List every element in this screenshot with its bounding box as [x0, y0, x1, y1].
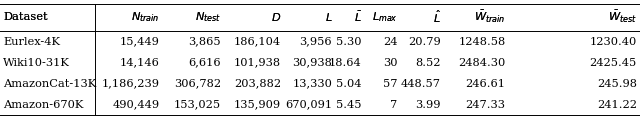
- Text: $L$: $L$: [324, 11, 332, 23]
- Text: 245.98: 245.98: [596, 79, 637, 89]
- Text: 1,186,239: 1,186,239: [102, 79, 160, 89]
- Text: AmazonCat-13K: AmazonCat-13K: [3, 79, 97, 89]
- Text: $\hat{L}$: $\hat{L}$: [433, 9, 441, 26]
- Text: Wiki10-31K: Wiki10-31K: [3, 58, 70, 68]
- Text: Dataset: Dataset: [3, 12, 48, 22]
- Text: Eurlex-4K: Eurlex-4K: [3, 37, 60, 47]
- Text: $L_{max}$: $L_{max}$: [372, 10, 397, 24]
- Text: 1230.40: 1230.40: [589, 37, 637, 47]
- Text: 1248.58: 1248.58: [458, 37, 506, 47]
- Text: 30,938: 30,938: [292, 58, 332, 68]
- Text: 6,616: 6,616: [188, 58, 221, 68]
- Text: 2425.45: 2425.45: [589, 58, 637, 68]
- Text: 18.64: 18.64: [329, 58, 362, 68]
- Text: $D$: $D$: [271, 11, 281, 23]
- Text: 135,909: 135,909: [234, 100, 281, 110]
- Text: $N_{test}$: $N_{test}$: [195, 10, 221, 24]
- Text: 448.57: 448.57: [401, 79, 441, 89]
- Text: 246.61: 246.61: [466, 79, 506, 89]
- Text: 15,449: 15,449: [120, 37, 160, 47]
- Text: $N_{train}$: $N_{train}$: [131, 10, 160, 24]
- Text: 306,782: 306,782: [173, 79, 221, 89]
- Text: 20.79: 20.79: [408, 37, 441, 47]
- Text: 670,091: 670,091: [285, 100, 332, 110]
- Text: 30: 30: [383, 58, 397, 68]
- Text: 3,865: 3,865: [188, 37, 221, 47]
- Text: $\bar{W}_{test}$: $\bar{W}_{test}$: [608, 9, 637, 25]
- Text: 247.33: 247.33: [466, 100, 506, 110]
- Text: 186,104: 186,104: [234, 37, 281, 47]
- Text: 241.22: 241.22: [596, 100, 637, 110]
- Text: 14,146: 14,146: [120, 58, 160, 68]
- Text: 2484.30: 2484.30: [458, 58, 506, 68]
- Text: 5.04: 5.04: [336, 79, 362, 89]
- Text: $N_{test}$: $N_{test}$: [195, 10, 221, 24]
- Text: 5.30: 5.30: [336, 37, 362, 47]
- Text: 490,449: 490,449: [113, 100, 160, 110]
- Text: $N_{train}$: $N_{train}$: [131, 10, 160, 24]
- Text: $\hat{L}$: $\hat{L}$: [433, 9, 441, 26]
- Text: 13,330: 13,330: [292, 79, 332, 89]
- Text: Dataset: Dataset: [3, 12, 48, 22]
- Text: 7: 7: [390, 100, 397, 110]
- Text: $\bar{W}_{train}$: $\bar{W}_{train}$: [474, 9, 506, 25]
- Text: $L_{max}$: $L_{max}$: [372, 10, 397, 24]
- Text: 153,025: 153,025: [173, 100, 221, 110]
- Text: $\bar{W}_{test}$: $\bar{W}_{test}$: [608, 9, 637, 25]
- Text: 5.45: 5.45: [336, 100, 362, 110]
- Text: $\bar{W}_{train}$: $\bar{W}_{train}$: [474, 9, 506, 25]
- Text: $D$: $D$: [271, 11, 281, 23]
- Text: $\bar{L}$: $\bar{L}$: [354, 10, 362, 24]
- Text: 101,938: 101,938: [234, 58, 281, 68]
- Text: 57: 57: [383, 79, 397, 89]
- Text: 8.52: 8.52: [415, 58, 441, 68]
- Text: 3.99: 3.99: [415, 100, 441, 110]
- Text: $L$: $L$: [324, 11, 332, 23]
- Text: 24: 24: [383, 37, 397, 47]
- Text: 3,956: 3,956: [300, 37, 332, 47]
- Text: $\bar{L}$: $\bar{L}$: [354, 10, 362, 24]
- Text: 203,882: 203,882: [234, 79, 281, 89]
- Text: Amazon-670K: Amazon-670K: [3, 100, 84, 110]
